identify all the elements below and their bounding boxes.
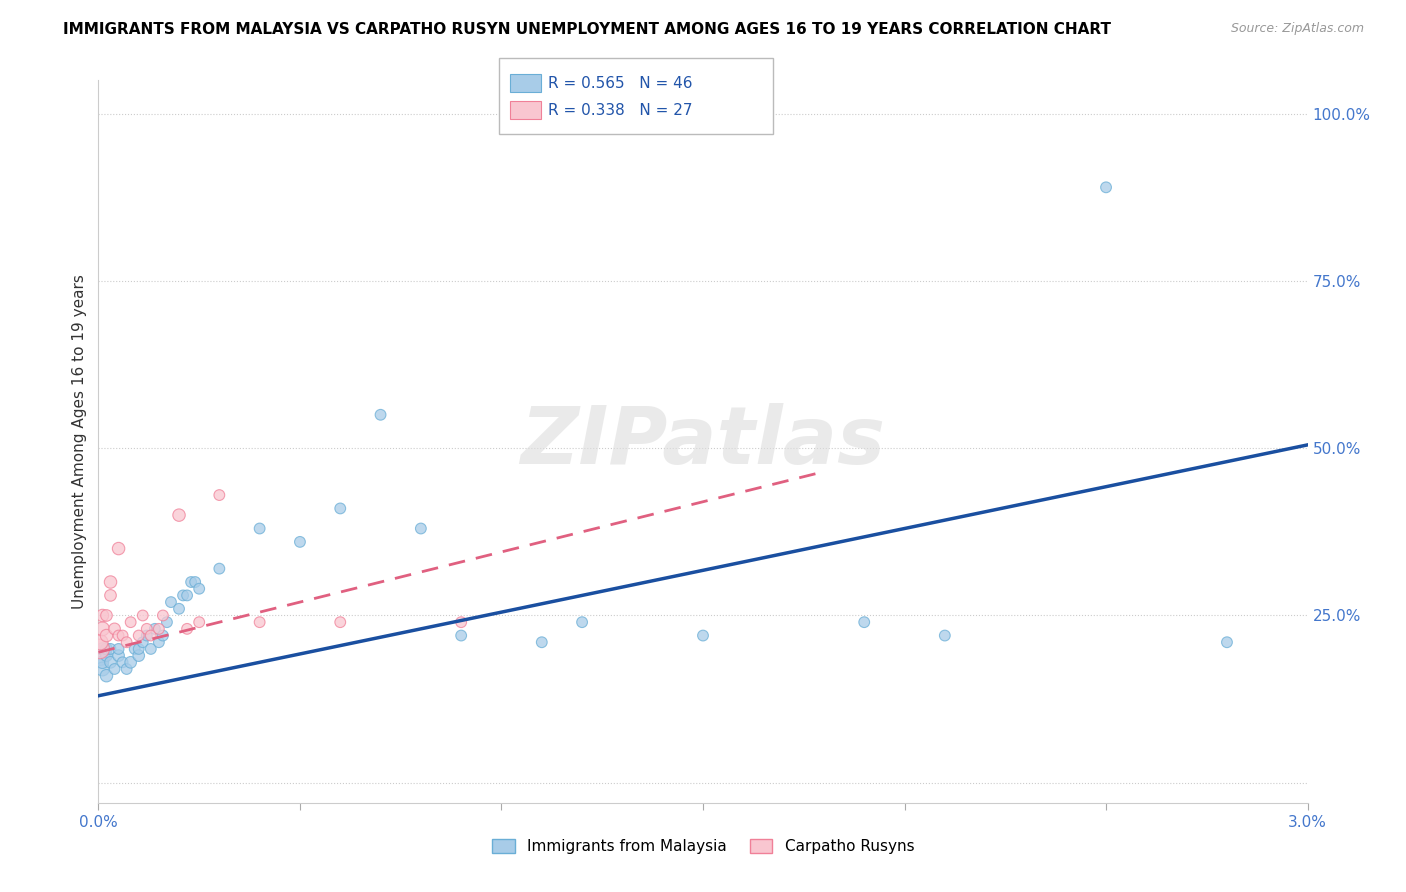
Point: [692, 628, 714, 642]
Point: [208, 562, 231, 576]
Point: [148, 622, 170, 636]
Point: [571, 615, 593, 630]
Text: IMMIGRANTS FROM MALAYSIA VS CARPATHO RUSYN UNEMPLOYMENT AMONG AGES 16 TO 19 YEAR: IMMIGRANTS FROM MALAYSIA VS CARPATHO RUS…: [63, 22, 1111, 37]
Point: [139, 642, 162, 657]
Point: [370, 408, 392, 422]
Point: [96, 608, 118, 623]
Point: [167, 602, 190, 616]
Point: [115, 662, 138, 676]
Point: [1095, 180, 1118, 194]
Point: [188, 582, 211, 596]
Point: [103, 662, 125, 676]
Point: [120, 615, 142, 630]
Point: [132, 635, 155, 649]
Point: [124, 642, 146, 657]
Point: [96, 628, 118, 642]
Point: [100, 575, 122, 590]
Point: [530, 635, 553, 649]
Y-axis label: Unemployment Among Ages 16 to 19 years: Unemployment Among Ages 16 to 19 years: [72, 274, 87, 609]
Point: [111, 628, 134, 642]
Point: [128, 648, 150, 663]
Point: [91, 608, 114, 623]
Legend: Immigrants from Malaysia, Carpatho Rusyns: Immigrants from Malaysia, Carpatho Rusyn…: [485, 833, 921, 860]
Point: [89, 648, 111, 663]
Point: [853, 615, 876, 630]
Point: [152, 628, 174, 642]
Point: [329, 501, 352, 516]
Point: [176, 589, 198, 603]
Point: [143, 622, 166, 636]
Point: [167, 508, 190, 523]
Point: [128, 642, 150, 657]
Point: [91, 642, 114, 657]
Text: R = 0.338   N = 27: R = 0.338 N = 27: [548, 103, 693, 118]
Point: [249, 521, 271, 535]
Point: [107, 628, 129, 642]
Point: [107, 541, 129, 556]
Point: [249, 615, 271, 630]
Point: [176, 622, 198, 636]
Point: [107, 642, 129, 657]
Point: [152, 608, 174, 623]
Point: [172, 589, 194, 603]
Point: [148, 635, 170, 649]
Point: [450, 628, 472, 642]
Text: Source: ZipAtlas.com: Source: ZipAtlas.com: [1230, 22, 1364, 36]
Text: ZIPatlas: ZIPatlas: [520, 402, 886, 481]
Point: [120, 655, 142, 669]
Point: [329, 615, 352, 630]
Point: [208, 488, 231, 502]
Point: [107, 648, 129, 663]
Point: [132, 608, 155, 623]
Point: [100, 642, 122, 657]
Point: [96, 642, 118, 657]
Point: [156, 615, 179, 630]
Point: [103, 622, 125, 636]
Point: [450, 615, 472, 630]
Point: [288, 534, 311, 549]
Point: [111, 655, 134, 669]
Point: [160, 595, 183, 609]
Point: [115, 635, 138, 649]
Point: [89, 635, 111, 649]
Point: [934, 628, 956, 642]
Point: [89, 642, 111, 657]
Point: [184, 575, 207, 590]
Point: [128, 628, 150, 642]
Point: [100, 589, 122, 603]
Point: [1216, 635, 1239, 649]
Point: [409, 521, 432, 535]
Point: [180, 575, 202, 590]
Point: [91, 622, 114, 636]
Point: [100, 655, 122, 669]
Point: [96, 669, 118, 683]
Point: [96, 648, 118, 663]
Text: R = 0.565   N = 46: R = 0.565 N = 46: [548, 76, 693, 91]
Point: [91, 655, 114, 669]
Point: [135, 628, 157, 642]
Point: [188, 615, 211, 630]
Point: [139, 628, 162, 642]
Point: [91, 662, 114, 676]
Point: [135, 622, 157, 636]
